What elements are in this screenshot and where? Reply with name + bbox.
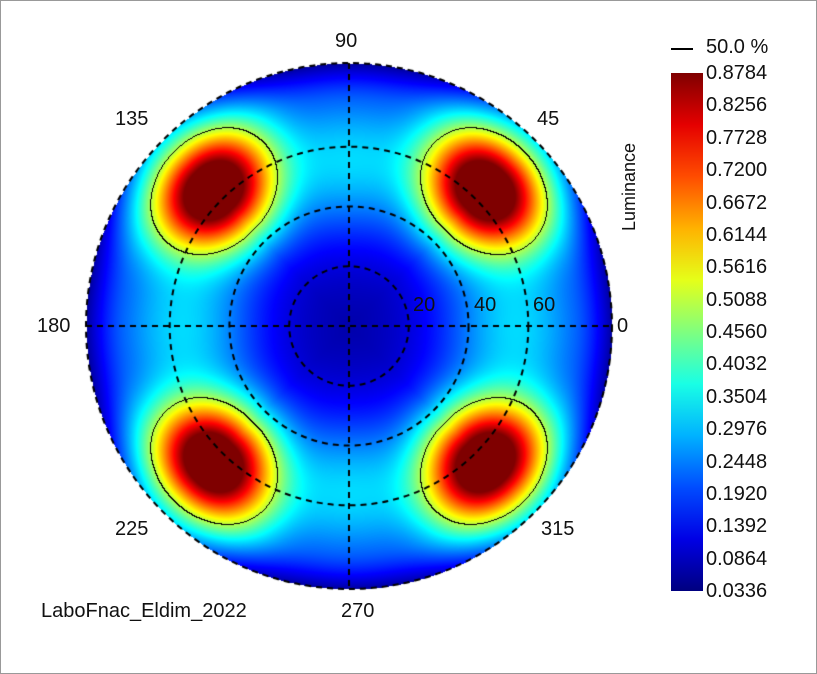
colorbar-tick-label: 0.2976	[706, 418, 768, 441]
colorbar	[671, 73, 703, 591]
colorbar-tick-label: 0.6144	[706, 223, 768, 246]
colorbar-tick-label: 0.8784	[706, 62, 768, 84]
ring-label-60: 60	[533, 294, 556, 316]
azimuth-label-0: 0	[617, 315, 629, 337]
colorbar-tick-label: 0.8256	[706, 94, 768, 117]
colorbar-title: Luminance	[619, 142, 639, 231]
azimuth-label-90: 90	[335, 30, 358, 52]
colorbar-tick-label: 0.1920	[706, 482, 768, 505]
azimuth-label-225: 225	[115, 518, 149, 540]
azimuth-label-315: 315	[541, 518, 575, 540]
azimuth-label-270: 270	[341, 600, 375, 622]
footer-label: LaboFnac_Eldim_2022	[41, 600, 247, 622]
colorbar-tick-label: 0.4560	[706, 321, 768, 343]
colorbar-tick-label: 0.5616	[706, 256, 768, 279]
contour-key-label: 50.0 %	[706, 36, 769, 58]
colorbar-tick-label: 0.7200	[706, 159, 768, 182]
colorbar-tick-label: 0.6672	[706, 191, 768, 214]
colorbar-tick-label: 0.4032	[706, 353, 768, 376]
contour-key-line	[671, 48, 693, 50]
colorbar-tick-label: 0.0336	[706, 580, 768, 602]
ring-label-40: 40	[474, 294, 497, 316]
colorbar-tick-label: 0.3504	[706, 385, 768, 408]
azimuth-label-180: 180	[37, 315, 71, 337]
colorbar-tick-label: 0.2448	[706, 450, 768, 473]
colorbar-tick-label: 0.0864	[706, 547, 768, 570]
azimuth-label-135: 135	[115, 108, 149, 130]
colorbar-tick-label: 0.7728	[706, 126, 768, 149]
azimuth-label-45: 45	[537, 108, 560, 130]
colorbar-tick-label: 0.5088	[706, 288, 768, 311]
ring-label-20: 20	[413, 294, 436, 316]
colorbar-tick-label: 0.1392	[706, 515, 768, 538]
